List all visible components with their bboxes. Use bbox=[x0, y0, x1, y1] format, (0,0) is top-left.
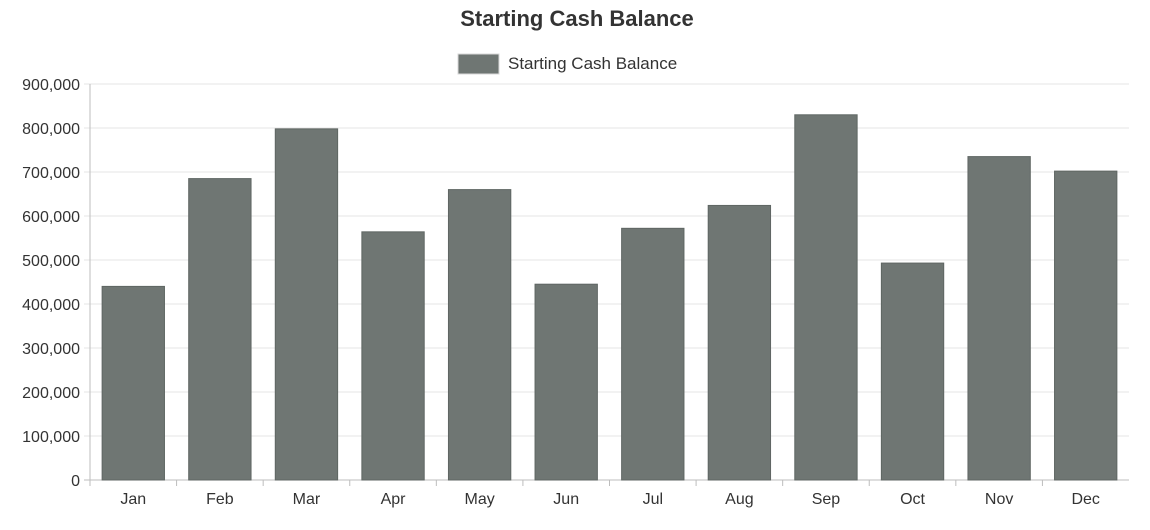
legend-swatch bbox=[457, 53, 500, 75]
x-tick-label: Dec bbox=[1071, 491, 1099, 508]
x-tick-label: May bbox=[465, 491, 495, 508]
x-tick-label: Oct bbox=[900, 491, 925, 508]
x-tick-label: Feb bbox=[206, 491, 234, 508]
bar-sep[interactable] bbox=[794, 114, 858, 481]
bar-mar[interactable] bbox=[274, 128, 339, 481]
y-tick-label: 500,000 bbox=[22, 253, 80, 270]
legend[interactable]: Starting Cash Balance bbox=[457, 53, 677, 75]
y-tick-label: 0 bbox=[71, 473, 80, 490]
y-tick-label: 400,000 bbox=[22, 297, 80, 314]
bar-oct[interactable] bbox=[880, 262, 945, 481]
x-axis-ticks: Jan Feb Mar Apr May Jun Jul Aug Sep Oct Nov Dec bbox=[120, 491, 1100, 508]
bar-may[interactable] bbox=[447, 189, 512, 481]
bar-apr[interactable] bbox=[361, 231, 425, 481]
y-axis-ticks: 0 100,000 200,000 300,000 400,000 500,000 600,… bbox=[22, 77, 80, 490]
x-tick-label: Mar bbox=[293, 491, 321, 508]
bar-feb[interactable] bbox=[188, 178, 252, 481]
chart-title: Starting Cash Balance bbox=[460, 6, 694, 31]
grid-layer bbox=[84, 83, 1129, 486]
x-tick-label: Nov bbox=[985, 491, 1013, 508]
x-tick-label: Sep bbox=[812, 491, 841, 508]
x-tick-label: Jun bbox=[553, 491, 579, 508]
y-tick-label: 800,000 bbox=[22, 121, 80, 138]
bar-aug[interactable] bbox=[707, 204, 772, 481]
bar-nov[interactable] bbox=[967, 156, 1031, 481]
y-tick-label: 700,000 bbox=[22, 165, 80, 182]
y-tick-label: 600,000 bbox=[22, 209, 80, 226]
x-tick-label: Jan bbox=[120, 491, 146, 508]
y-tick-label: 300,000 bbox=[22, 341, 80, 358]
x-tick-label: Jul bbox=[643, 491, 663, 508]
x-tick-label: Aug bbox=[725, 491, 753, 508]
x-tick-label: Apr bbox=[381, 491, 407, 508]
y-tick-label: 100,000 bbox=[22, 429, 80, 446]
bar-jun[interactable] bbox=[534, 283, 598, 481]
bar-jan[interactable] bbox=[101, 285, 165, 481]
bar-jul[interactable] bbox=[621, 227, 685, 481]
bar-dec[interactable] bbox=[1054, 170, 1118, 481]
y-tick-label: 200,000 bbox=[22, 385, 80, 402]
bars-layer bbox=[101, 114, 1118, 481]
legend-label: Starting Cash Balance bbox=[508, 54, 677, 73]
y-tick-label: 900,000 bbox=[22, 77, 80, 94]
